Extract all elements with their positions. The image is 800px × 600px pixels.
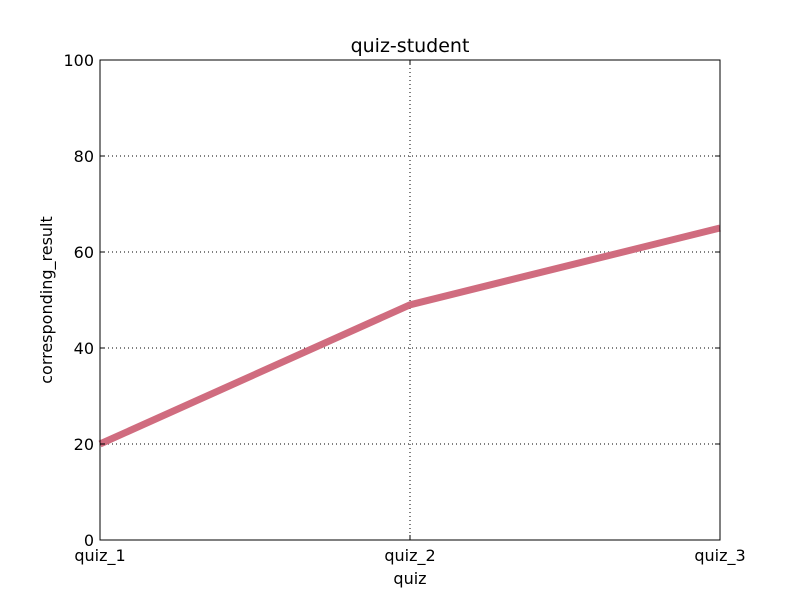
series-line <box>98 224 721 448</box>
y-tick-label: 20 <box>74 435 94 454</box>
x-tick-label: quiz_2 <box>384 546 435 566</box>
x-tick-label: quiz_1 <box>74 546 125 566</box>
chart-title: quiz-student <box>351 35 470 57</box>
y-axis-title: corresponding_result <box>37 216 57 384</box>
grid-lines <box>100 60 720 540</box>
y-tick-label: 100 <box>63 51 94 70</box>
ticks <box>99 59 721 541</box>
series-layer <box>98 224 721 448</box>
x-axis-title: quiz <box>393 569 426 588</box>
tick-labels: 0 20 40 60 80 100 quiz_1 quiz_2 quiz_3 <box>63 51 745 566</box>
x-tick-label: quiz_3 <box>694 546 745 566</box>
y-tick-label: 80 <box>74 147 94 166</box>
y-tick-label: 60 <box>74 243 94 262</box>
y-tick-label: 40 <box>74 339 94 358</box>
y-tick-label: 0 <box>84 531 94 550</box>
